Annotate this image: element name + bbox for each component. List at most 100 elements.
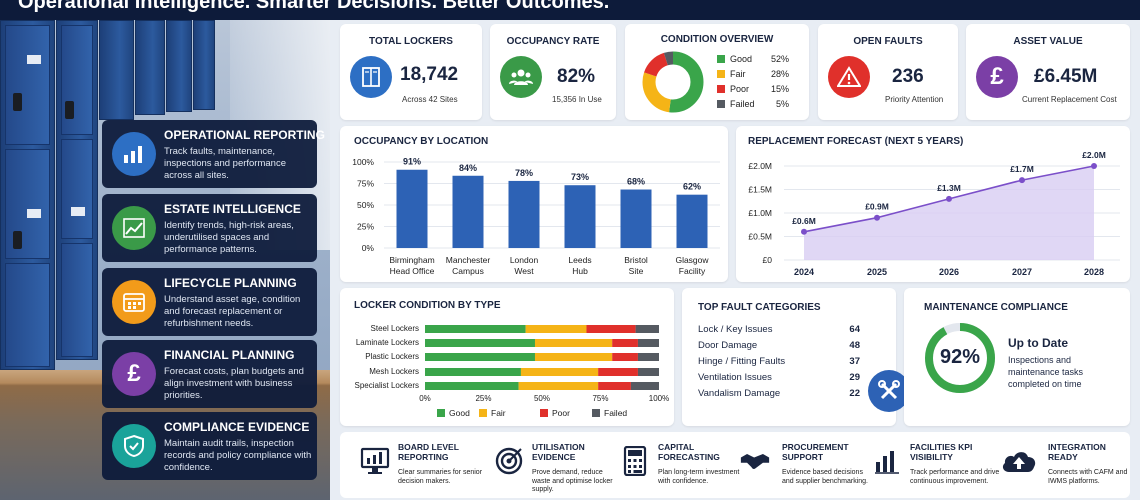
x-tick-label: Campus	[452, 266, 484, 276]
kpi-value: 236	[892, 66, 924, 87]
calendar-icon	[112, 280, 156, 324]
y-tick-label: 50%	[357, 200, 374, 210]
forecast-data-label: £1.3M	[937, 183, 961, 193]
x-tick-label: West	[514, 266, 534, 276]
benefit-desc: Clear summaries for senior decision make…	[398, 469, 483, 485]
legend-swatch	[717, 55, 725, 63]
stacked-segment-failed	[637, 368, 659, 376]
kpi-sub: Priority Attention	[885, 95, 944, 104]
category-label: Specialist Lockers	[355, 381, 419, 390]
locker-column	[56, 20, 98, 360]
stacked-segment-good	[425, 353, 535, 361]
fault-row: Lock / Key Issues 64	[698, 324, 860, 335]
card-title: TOP FAULT CATEGORIES	[698, 302, 821, 313]
feature-title: COMPLIANCE EVIDENCE	[164, 420, 310, 434]
x-tick-label: Site	[629, 266, 644, 276]
x-tick-label: 25%	[475, 394, 491, 403]
chart-title: LOCKER CONDITION BY TYPE	[354, 300, 501, 311]
legend-label: Fair	[491, 408, 506, 418]
x-tick-label: 2026	[939, 267, 959, 277]
category-label: Steel Lockers	[371, 324, 419, 333]
stacked-segment-failed	[635, 325, 659, 333]
kpi-condition-overview: CONDITION OVERVIEW Good 52% Fair 28% Poo…	[625, 24, 809, 120]
locker-icon	[350, 56, 392, 98]
cloud-upload-icon	[1000, 446, 1038, 476]
legend-fair: Fair	[717, 69, 746, 79]
benefits-strip: BOARD LEVEL REPORTING Clear summaries fo…	[340, 432, 1130, 498]
forecast-point	[946, 195, 952, 202]
monitor-chart-icon	[360, 446, 390, 476]
stacked-segment-poor	[598, 368, 638, 376]
benefit-desc: Prove demand, reduce waste and optimise …	[532, 469, 613, 493]
target-icon	[494, 446, 524, 476]
fault-label: Hinge / Fitting Faults	[698, 356, 786, 367]
feature-desc: Identify trends, high-risk areas, underu…	[164, 220, 294, 255]
benefit-title: CAPITAL FORECASTING	[658, 442, 720, 462]
pound-icon: £	[112, 352, 156, 396]
feature-desc: Understand asset age, condition and fore…	[164, 294, 301, 329]
locker-door	[61, 243, 93, 357]
locker-tag	[71, 207, 85, 216]
stacked-segment-poor	[612, 353, 638, 361]
legend-value: 15%	[771, 84, 790, 94]
legend-label: Failed	[730, 99, 755, 109]
forecast-point	[801, 228, 807, 235]
bar-data-label: 62%	[683, 182, 701, 192]
feature-title: FINANCIAL PLANNING	[164, 348, 295, 362]
benefit-board-reporting: BOARD LEVEL REPORTING Clear summaries fo…	[360, 440, 490, 496]
legend-label: Poor	[730, 84, 750, 94]
locker-handle	[13, 93, 22, 111]
kpi-title: CONDITION OVERVIEW	[660, 34, 774, 45]
feature-estate-intelligence: ESTATE INTELLIGENCE Identify trends, hig…	[102, 194, 317, 262]
x-tick-label: Bristol	[624, 255, 648, 265]
x-tick-label: Facility	[679, 266, 706, 276]
stacked-segment-good	[425, 368, 521, 376]
legend-value: 28%	[771, 69, 790, 79]
legend-swatch	[717, 100, 725, 108]
tools-icon	[868, 370, 910, 412]
locker-column	[166, 20, 192, 112]
bar-2	[508, 180, 540, 248]
feature-title: OPERATIONAL REPORTING	[164, 128, 325, 142]
forecast-data-label: £0.6M	[792, 216, 816, 226]
forecast-data-label: £2.0M	[1082, 150, 1106, 160]
legend-swatch	[717, 70, 725, 78]
banner-tagline: Operational Intelligence. Smarter Decisi…	[18, 0, 610, 13]
stacked-segment-poor	[598, 382, 631, 390]
forecast-area-chart: £0 £0.5M £1.0M £1.5M £2.0M £0.6M 2024 £0.9M 2025…	[748, 150, 1120, 277]
shield-check-icon	[112, 424, 156, 468]
kpi-sub: Current Replacement Cost	[1022, 95, 1117, 104]
forecast-data-label: £1.7M	[1010, 164, 1034, 174]
bar-data-label: 78%	[515, 168, 533, 178]
benefit-facilities-kpi: FACILITIES KPI VISIBILITY Track performa…	[872, 440, 1002, 496]
bar-data-label: 68%	[627, 177, 645, 187]
y-tick-label: £1.5M	[748, 185, 772, 195]
bar-data-label: 91%	[403, 157, 421, 167]
stacked-segment-failed	[637, 339, 659, 347]
fault-label: Vandalism Damage	[698, 388, 781, 399]
calculator-icon	[620, 446, 650, 476]
bar-chart-icon	[112, 132, 156, 176]
bar-5	[676, 194, 708, 248]
fault-label: Door Damage	[698, 340, 758, 351]
kpi-title: OPEN FAULTS	[853, 36, 923, 47]
legend-label: Failed	[604, 408, 627, 418]
condition-stacked-chart: Steel Lockers Laminate Lockers Plastic Loc…	[355, 324, 670, 418]
x-tick-label: London	[510, 255, 539, 265]
fault-row: Ventilation Issues 29	[698, 372, 860, 383]
y-tick-label: £2.0M	[748, 161, 772, 171]
top-banner: Operational Intelligence. Smarter Decisi…	[0, 0, 1140, 20]
chart-title: OCCUPANCY BY LOCATION	[354, 136, 489, 147]
benefit-utilisation-evidence: UTILISATION EVIDENCE Prove demand, reduc…	[494, 440, 624, 496]
stacked-segment-fair	[534, 353, 613, 361]
fault-row: Vandalism Damage 22	[698, 388, 860, 399]
forecast-data-label: £0.9M	[865, 202, 889, 212]
locker-condition-card: LOCKER CONDITION BY TYPE Steel Lockers La…	[340, 288, 674, 426]
fault-count: 22	[849, 388, 860, 399]
locker-tag	[27, 209, 41, 218]
condition-donut	[642, 51, 704, 113]
feature-operational-reporting: OPERATIONAL REPORTING Track faults, main…	[102, 120, 325, 188]
locker-column	[135, 20, 165, 115]
y-tick-label: £0	[763, 255, 773, 265]
forecast-area	[804, 166, 1094, 260]
